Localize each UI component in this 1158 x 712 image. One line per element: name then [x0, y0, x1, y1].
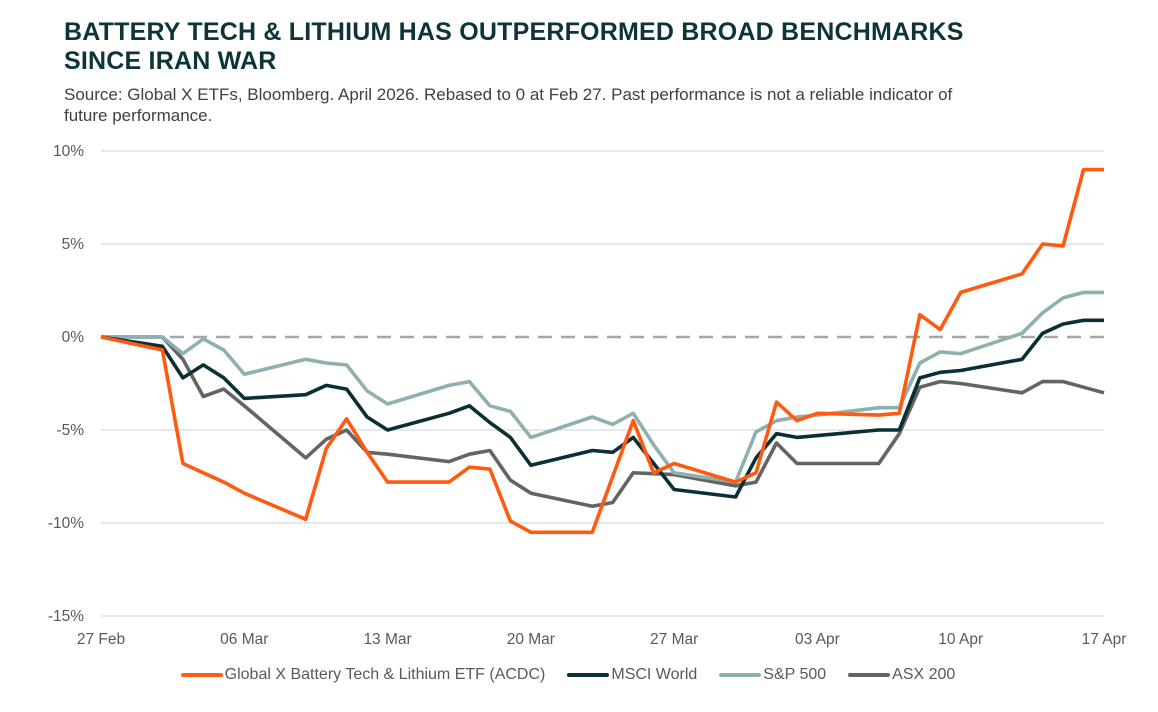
x-tick-label: 03 Apr	[795, 631, 840, 648]
legend-label: ASX 200	[892, 666, 956, 683]
x-tick-label: 20 Mar	[507, 631, 555, 648]
legend-label: MSCI World	[611, 666, 698, 683]
x-tick-label: 17 Apr	[1082, 631, 1127, 648]
y-tick-label: 5%	[62, 236, 85, 253]
series-line	[101, 335, 1105, 509]
series-msci-world	[100, 318, 1105, 499]
legend-label: S&P 500	[763, 666, 827, 683]
x-tick-label: 13 Mar	[363, 631, 411, 648]
legend-item: Global X Battery Tech & Lithium ETF (ACD…	[180, 666, 546, 684]
x-tick-label: 06 Mar	[220, 631, 268, 648]
x-axis-ticks: 27 Feb 06 Mar 13 Mar 20 Mar 27 Mar 03 Apr 10 A…	[77, 631, 1127, 648]
y-tick-label: -15%	[48, 608, 84, 625]
chart-title: BATTERY TECH & LITHIUM HAS OUTPERFORMED …	[64, 18, 964, 75]
legend-item: ASX 200	[848, 666, 955, 684]
y-tick-label: 0%	[62, 329, 85, 346]
legend-item: S&P 500	[719, 666, 826, 684]
y-axis-ticks: 10% 5% 0% -5% -10% -15%	[48, 143, 84, 625]
x-tick-label: 27 Feb	[77, 631, 125, 648]
series-asx-200	[100, 335, 1105, 509]
legend: Global X Battery Tech & Lithium ETF (ACD…	[0, 666, 1158, 684]
x-tick-label: 27 Mar	[650, 631, 698, 648]
y-tick-label: 10%	[53, 143, 84, 160]
series-line	[100, 318, 1104, 499]
series-line	[101, 290, 1104, 484]
series-global-x-battery-tech-lithium-etf-acdc-	[100, 167, 1105, 535]
series-s-p-500	[100, 290, 1105, 484]
y-tick-label: -10%	[48, 515, 84, 532]
x-tick-label: 10 Apr	[938, 631, 983, 648]
chart-subtitle: Source: Global X ETFs, Bloomberg. April …	[64, 85, 953, 125]
legend-swatch	[180, 673, 223, 677]
legend-item: MSCI World	[567, 666, 697, 684]
legend-swatch	[567, 673, 610, 677]
series-lines	[100, 167, 1105, 535]
gridlines	[101, 150, 1104, 617]
legend-label: Global X Battery Tech & Lithium ETF (ACD…	[224, 666, 546, 683]
y-tick-label: -5%	[56, 422, 84, 439]
legend-swatch	[719, 673, 762, 677]
legend-swatch	[848, 673, 891, 677]
series-line	[100, 167, 1104, 535]
